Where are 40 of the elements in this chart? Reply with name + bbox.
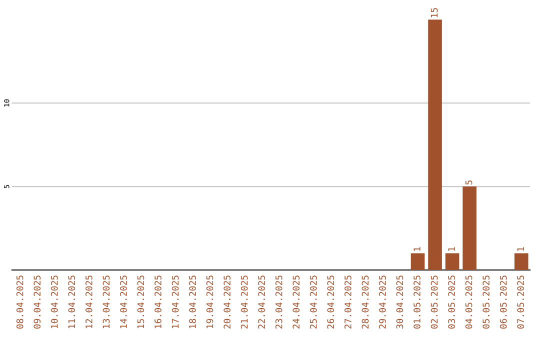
x-tick-label: 03.05.2025 [448, 276, 455, 329]
x-tick-label: 21.04.2025 [240, 276, 248, 329]
x-tick-label: 17.04.2025 [172, 276, 179, 328]
bar [410, 253, 425, 270]
bar [445, 253, 460, 270]
x-tick-label: 16.04.2025 [154, 276, 162, 328]
x-tick-label: 30.04.2025 [396, 276, 404, 329]
x-tick-label: 11.04.2025 [68, 276, 76, 328]
x-tick-label: 09.04.2025 [34, 276, 41, 329]
x-tick-label: 08.04.2025 [16, 276, 24, 329]
x-tick-label: 23.04.2025 [275, 276, 282, 329]
data-label: 1 [517, 247, 524, 251]
x-tick-label: 10.04.2025 [50, 276, 58, 328]
x-tick-label: 01.05.2025 [414, 276, 420, 329]
x-tick-label: 19.04.2025 [206, 276, 214, 328]
data-label: 15 [430, 8, 438, 18]
x-tick-label: 05.05.2025 [482, 276, 490, 329]
x-tick-label: 27.04.2025 [344, 276, 352, 329]
x-tick-label: 18.04.2025 [189, 276, 196, 328]
x-tick-label: 24.04.2025 [292, 276, 300, 329]
data-label: 1 [448, 247, 455, 251]
x-tick-label: 06.05.2025 [500, 276, 507, 329]
x-tick-label: 07.05.2025 [517, 276, 524, 329]
x-tick-label: 13.04.2025 [102, 276, 110, 328]
x-tick-label: 12.04.2025 [86, 276, 92, 328]
data-label: 5 [466, 180, 472, 185]
x-tick-label: 22.04.2025 [258, 276, 266, 329]
x-tick-label: 28.04.2025 [362, 276, 369, 329]
x-tick-label: 25.04.2025 [310, 276, 317, 329]
x-tick-label: 15.04.2025 [137, 276, 144, 328]
bar [514, 253, 528, 270]
x-tick-label: 02.05.2025 [430, 276, 438, 329]
x-tick-label: 20.04.2025 [224, 276, 230, 329]
bar [462, 186, 476, 270]
bar [428, 20, 442, 270]
x-tick-label: 14.04.2025 [120, 276, 127, 328]
x-tick-label: 29.04.2025 [379, 276, 386, 329]
x-tick-label: 04.05.2025 [465, 276, 472, 329]
data-label: 1 [414, 247, 420, 251]
x-tick-label: 26.04.2025 [327, 276, 334, 329]
